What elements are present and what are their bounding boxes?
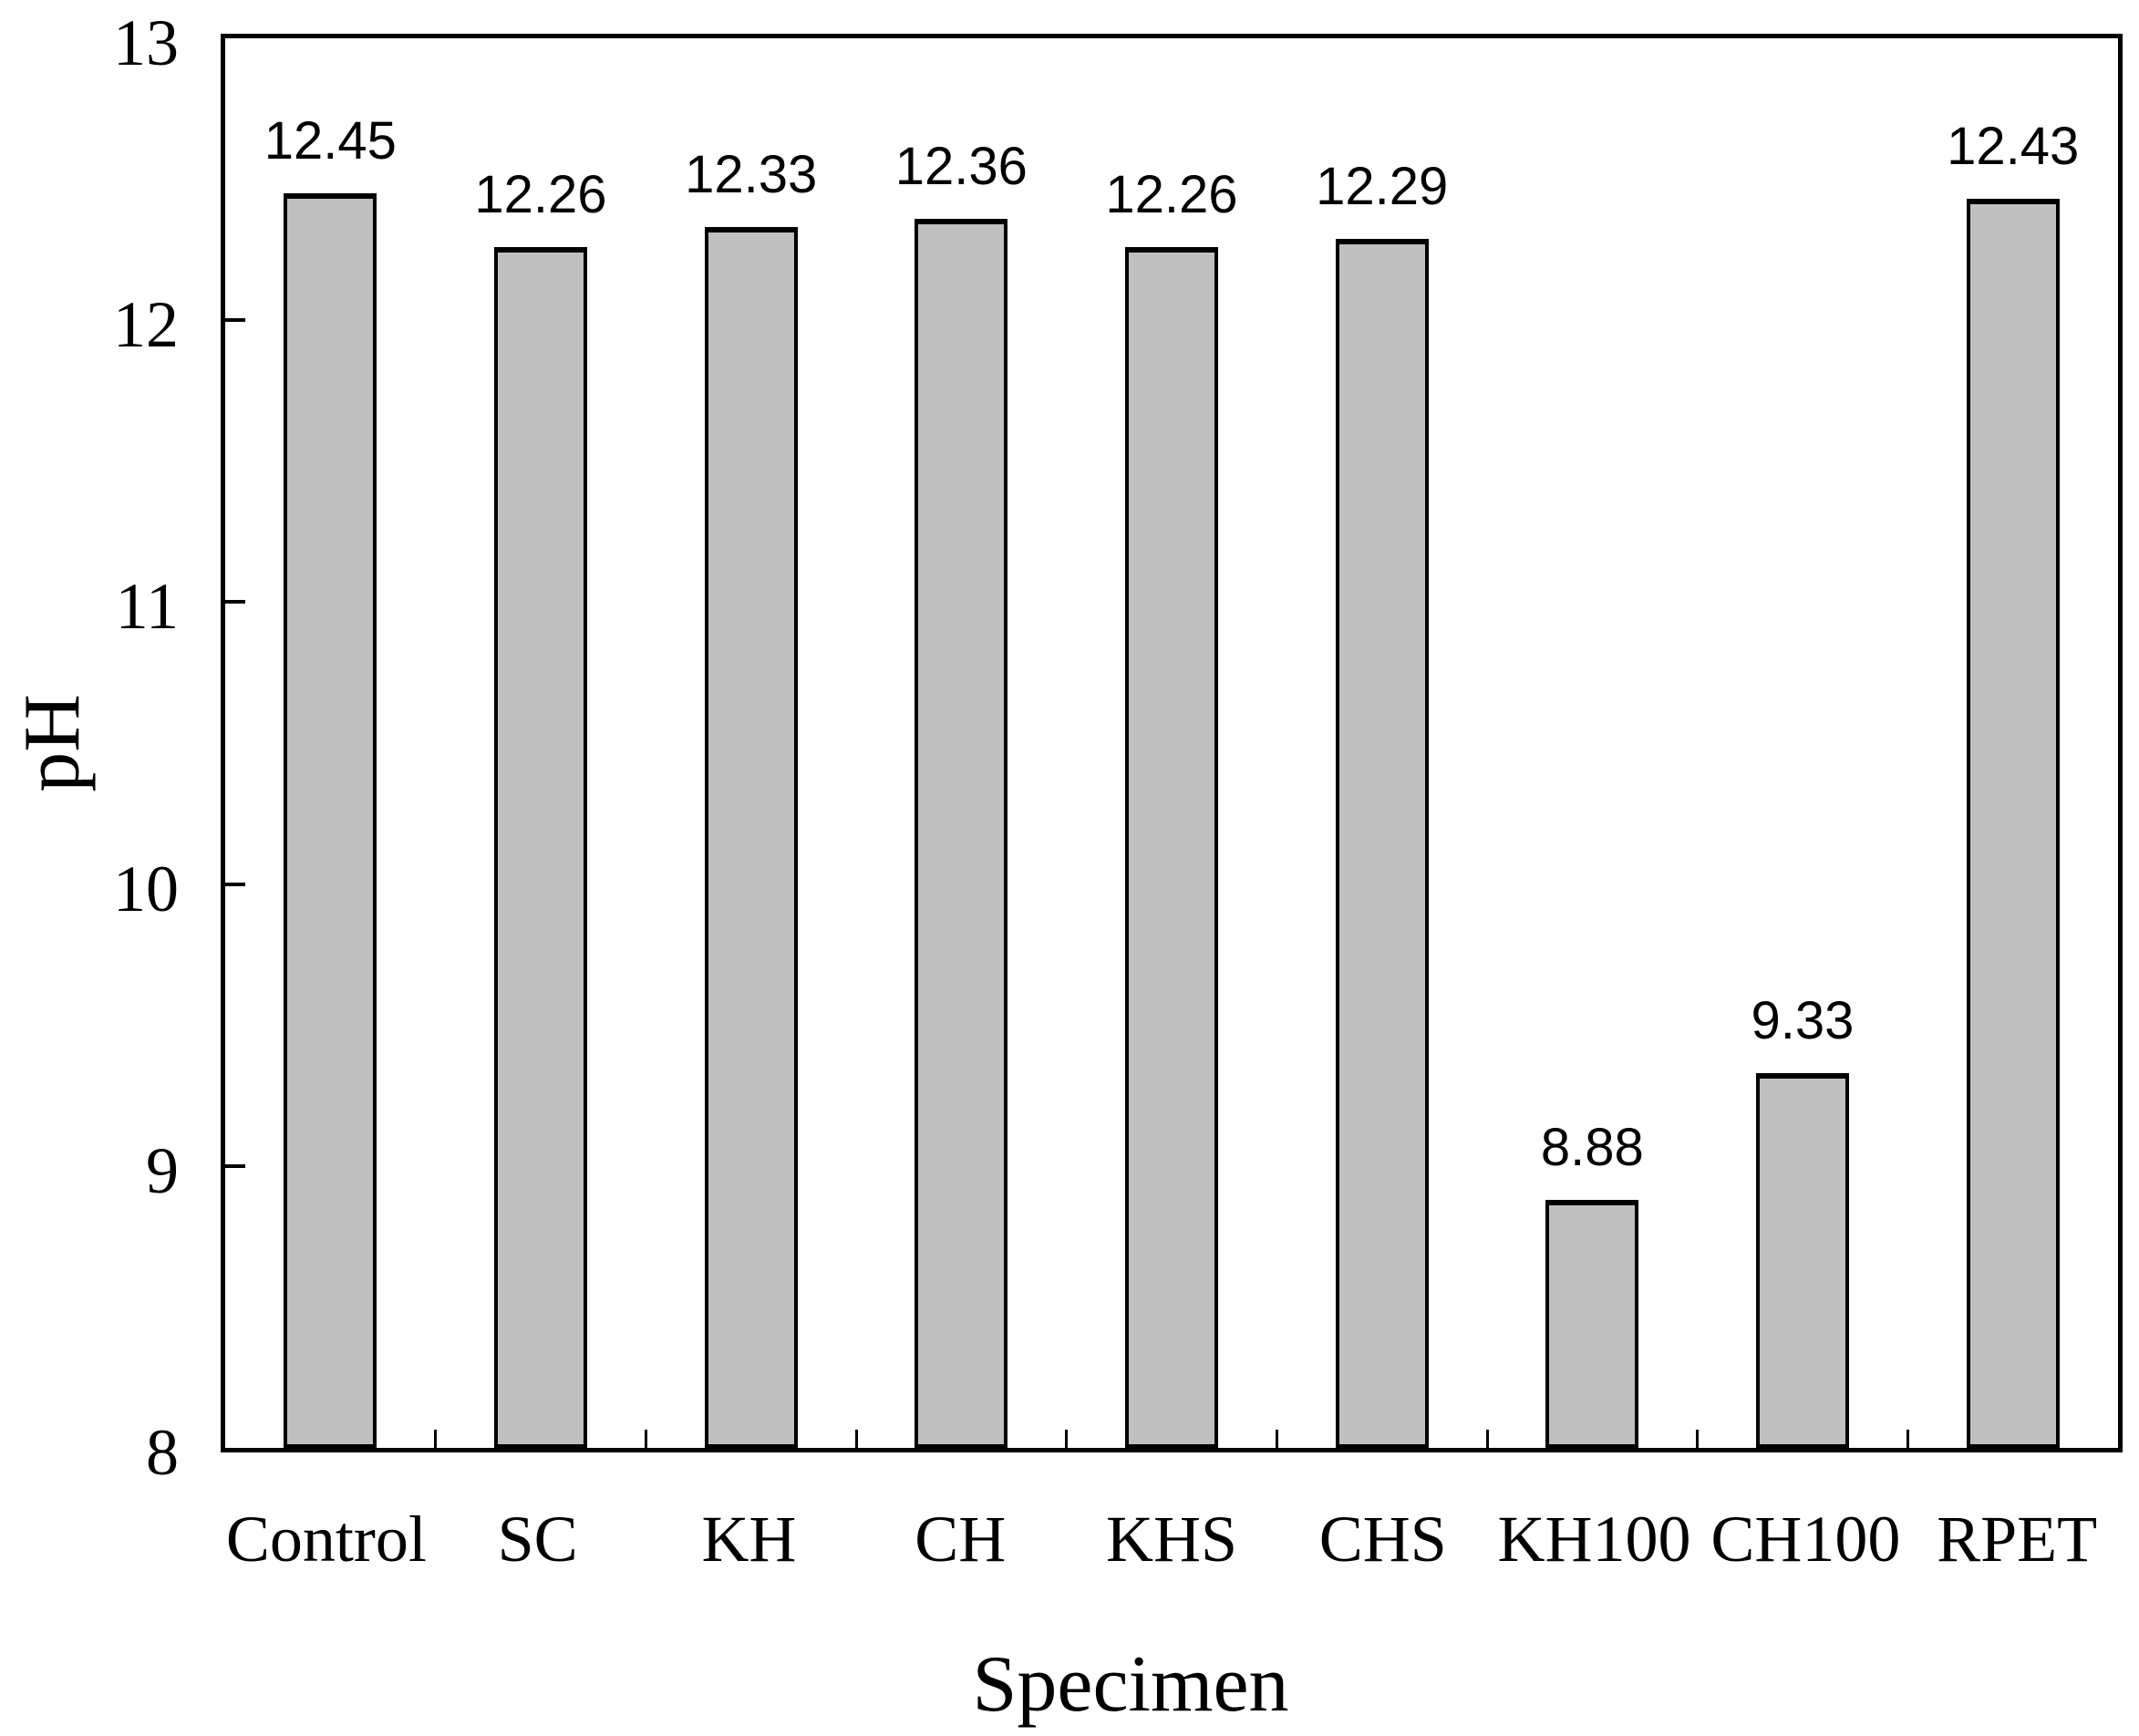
bar-control (284, 193, 377, 1448)
x-axis-title: Specimen (972, 1640, 1289, 1729)
bar-khs (1125, 246, 1218, 1448)
y-tick-label: 11 (115, 570, 179, 644)
bar-value-label: 12.45 (264, 111, 397, 171)
x-category-label-ch: CH (914, 1503, 1007, 1576)
bar-value-label: 12.36 (894, 136, 1028, 196)
x-category-label-kh: KH (701, 1503, 797, 1576)
y-tick-label: 12 (113, 288, 179, 362)
x-tick (644, 1430, 647, 1448)
x-category-label-control: Control (225, 1503, 427, 1576)
x-tick (854, 1430, 858, 1448)
x-category-label-khs: KHS (1105, 1503, 1238, 1576)
x-category-label-kh100: KH100 (1497, 1503, 1691, 1576)
bar-chs (1335, 238, 1429, 1448)
y-tick (225, 318, 245, 323)
y-axis-tick-labels: 8 9 10 11 12 13 (0, 10, 179, 1485)
x-category-label-rpet: RPET (1937, 1503, 2098, 1576)
y-tick-label: 8 (146, 1416, 179, 1489)
bar-sc (494, 246, 587, 1448)
y-tick (225, 1163, 245, 1168)
bar-value-label: 12.29 (1316, 156, 1449, 216)
bar-value-label: 9.33 (1751, 990, 1855, 1050)
bar-ch100 (1756, 1072, 1849, 1448)
bar-value-label: 12.26 (474, 164, 607, 224)
y-tick-label: 13 (113, 6, 179, 79)
x-category-label-ch100: CH100 (1710, 1503, 1901, 1576)
x-tick (1485, 1430, 1489, 1448)
bar-value-label: 12.26 (1105, 164, 1238, 224)
x-tick (434, 1430, 438, 1448)
bar-rpet (1966, 199, 2060, 1448)
plot-area: 12.45 12.26 12.33 12.36 12.26 12.29 8.88 9.33 12… (221, 34, 2123, 1452)
y-tick-label: 10 (113, 852, 179, 925)
bar-kh (704, 227, 798, 1448)
y-tick-label: 9 (146, 1133, 179, 1207)
x-tick (1696, 1430, 1700, 1448)
y-tick (225, 882, 245, 886)
bar-kh100 (1545, 1199, 1639, 1448)
x-tick (1906, 1430, 1909, 1448)
bar-ch (914, 218, 1008, 1448)
bar-value-label: 12.43 (1947, 117, 2080, 177)
x-axis-category-labels: Control SC KH CH KHS CHS KH100 CH100 RPET (221, 1506, 2123, 1597)
x-tick (1065, 1430, 1069, 1448)
bar-value-label: 12.33 (685, 145, 818, 205)
x-tick (1275, 1430, 1278, 1448)
bar-value-label: 8.88 (1540, 1117, 1644, 1177)
x-category-label-sc: SC (497, 1503, 578, 1576)
x-category-label-chs: CHS (1318, 1503, 1447, 1576)
y-tick (225, 600, 245, 604)
